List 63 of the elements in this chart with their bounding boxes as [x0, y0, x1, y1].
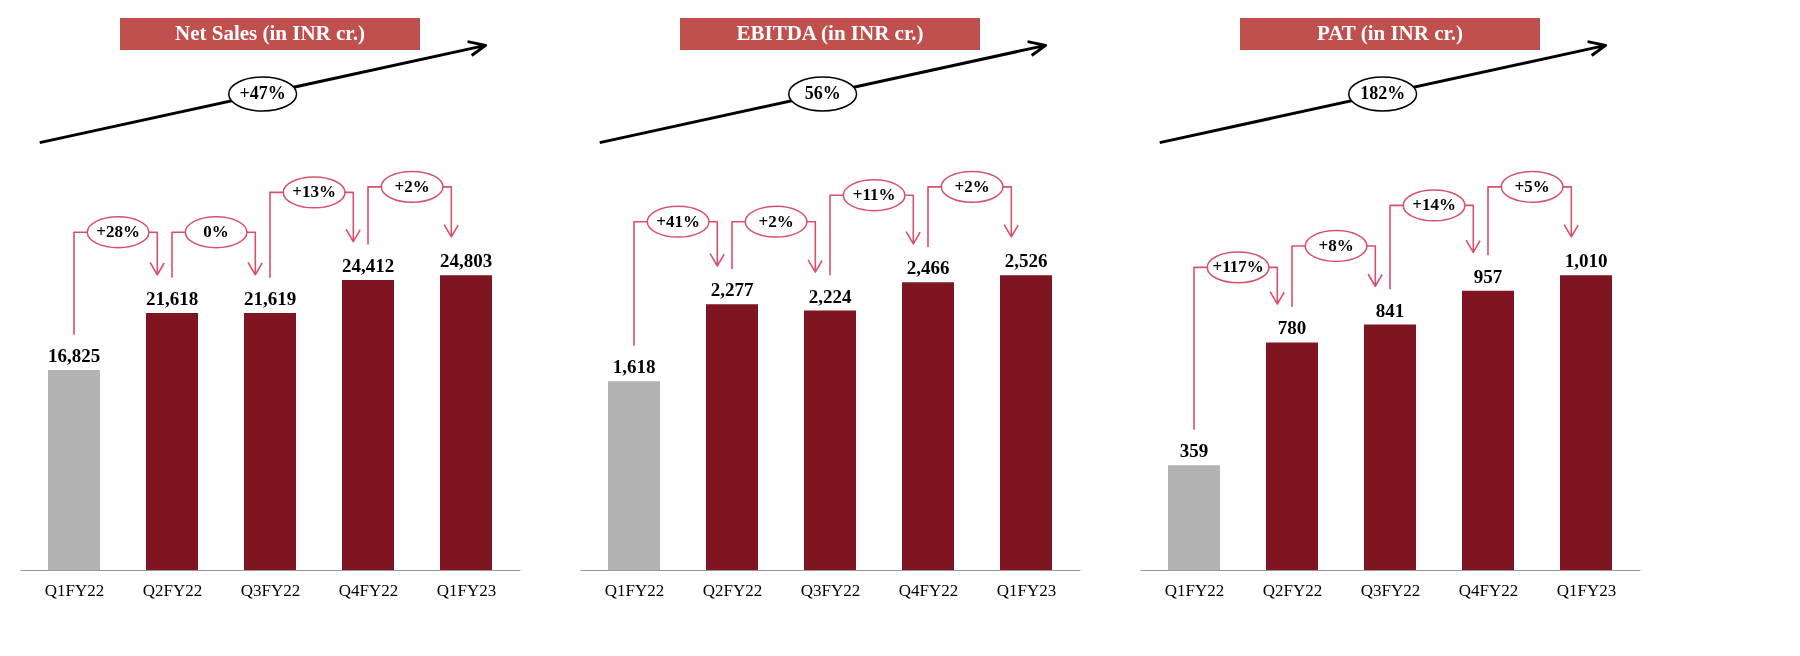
- bar: [902, 282, 954, 570]
- bar: [1000, 275, 1052, 570]
- chart-title: PAT (in INR cr.): [1316, 21, 1464, 45]
- bar: [146, 313, 198, 570]
- data-label: 1,010: [1564, 250, 1608, 272]
- data-label: 359: [1179, 440, 1209, 462]
- bar: [1168, 465, 1220, 570]
- x-tick-label: Q1FY22: [1164, 580, 1225, 600]
- data-label: 21,619: [243, 288, 297, 310]
- text: +13%: [292, 182, 336, 202]
- text: +2%: [954, 176, 990, 196]
- data-label: 24,803: [439, 250, 493, 272]
- data-label: 24,412: [341, 254, 395, 276]
- data-label: 957: [1473, 265, 1503, 287]
- bar: [244, 313, 296, 570]
- x-tick-label: Q3FY22: [1360, 580, 1421, 600]
- text: +8%: [1318, 236, 1354, 256]
- bar: [1364, 324, 1416, 570]
- data-label: 2,526: [1004, 250, 1048, 272]
- x-tick-label: Q2FY22: [702, 580, 763, 600]
- x-tick-label: Q1FY23: [1556, 580, 1617, 600]
- text: +5%: [1514, 176, 1550, 196]
- bar: [706, 304, 758, 570]
- bar: [1560, 275, 1612, 570]
- text: 0%: [203, 222, 229, 242]
- text: +14%: [1412, 195, 1456, 215]
- x-tick-label: Q1FY23: [996, 580, 1057, 600]
- x-tick-label: Q1FY22: [604, 580, 665, 600]
- bar: [1266, 342, 1318, 570]
- data-label: 1,618: [612, 356, 656, 378]
- text: +47%: [239, 83, 286, 103]
- x-tick-label: Q4FY22: [1458, 580, 1519, 600]
- bar: [608, 381, 660, 570]
- data-label: 21,618: [145, 288, 199, 310]
- x-tick-label: Q4FY22: [338, 580, 399, 600]
- x-tick-label: Q3FY22: [800, 580, 861, 600]
- text: 182%: [1360, 83, 1406, 103]
- x-tick-label: Q3FY22: [240, 580, 301, 600]
- x-tick-label: Q2FY22: [142, 580, 203, 600]
- data-label: 2,224: [808, 285, 852, 307]
- chart-title: Net Sales (in INR cr.): [175, 21, 365, 45]
- chart-title: EBITDA (in INR cr.): [736, 21, 924, 45]
- annotation: +117%: [1212, 257, 1264, 277]
- data-label: 841: [1375, 299, 1405, 321]
- bar: [804, 310, 856, 570]
- text: +41%: [656, 211, 700, 231]
- data-label: 780: [1277, 317, 1307, 339]
- text: +11%: [852, 185, 896, 205]
- text: 56%: [804, 83, 841, 103]
- bar: [440, 275, 492, 570]
- data-label: 2,277: [710, 279, 754, 301]
- x-tick-label: Q2FY22: [1262, 580, 1323, 600]
- x-tick-label: Q1FY23: [436, 580, 497, 600]
- bar: [48, 370, 100, 570]
- bar: [1462, 290, 1514, 570]
- data-label: 2,466: [906, 257, 950, 279]
- bar: [342, 279, 394, 570]
- x-tick-label: Q4FY22: [898, 580, 959, 600]
- text: +2%: [394, 176, 430, 196]
- x-tick-label: Q1FY22: [44, 580, 105, 600]
- text: +28%: [96, 222, 140, 242]
- text: +2%: [758, 211, 794, 231]
- data-label: 16,825: [47, 345, 101, 367]
